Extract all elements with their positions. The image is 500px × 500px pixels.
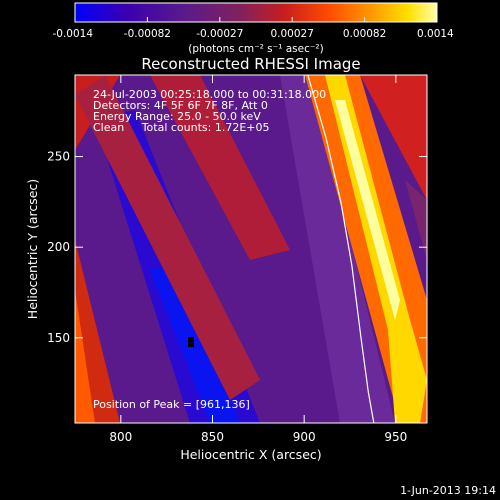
solar-limb-curve (307, 75, 375, 423)
colorbar-tick-label-2: -0.00027 (196, 28, 243, 40)
heatmap-band-blue-core (150, 260, 240, 423)
y-axis-label: Heliocentric Y (arcsec) (25, 179, 40, 319)
colorbar-tick-label-5: 0.0014 (417, 28, 454, 40)
x-axis-label: Heliocentric X (arcsec) (180, 447, 321, 462)
annotation-energy-range: Energy Range: 25.0 - 50.0 keV (93, 110, 261, 123)
annotation-clean-counts: Clean Total counts: 1.72E+05 (93, 121, 270, 134)
heatmap-image (75, 75, 427, 423)
y-tick-label-250: 250 (47, 150, 70, 164)
plot-frame (74, 74, 428, 424)
x-axis-ticks: 800 850 900 950 (109, 75, 407, 444)
colorbar-unit-label: (photons cm⁻² s⁻¹ asec⁻²) (188, 43, 323, 55)
plot-timestamp: 1-Jun-2013 19:14 (400, 484, 496, 497)
colorbar-ticks: -0.0014 -0.00082 -0.00027 0.00027 0.00082 0.0… (52, 17, 454, 40)
heatmap-region-right-purple (280, 75, 395, 423)
y-axis-ticks: 150 200 250 (47, 150, 427, 345)
annotation-detectors: Detectors: 4F 5F 6F 7F 8F, Att 0 (93, 99, 268, 112)
chart-title: Reconstructed RHESSI Image (141, 55, 360, 73)
heatmap-band-red-diag (75, 75, 260, 400)
annotation-time-range: 24-Jul-2003 00:25:18.000 to 00:31:18.000 (93, 88, 326, 101)
y-tick-label-200: 200 (47, 240, 70, 254)
peak-marker (188, 337, 194, 347)
colorbar-tick-label-3: 0.00027 (270, 28, 313, 40)
heatmap-band-red-upper (150, 75, 290, 260)
heatmap-region-top-right-red (360, 75, 427, 200)
colorbar-tick-label-0: -0.0014 (52, 28, 93, 40)
heatmap-region-right-edge-purple (405, 180, 427, 260)
heatmap-band-bright-core (335, 100, 400, 320)
y-tick-label-150: 150 (47, 331, 70, 345)
peak-position-label: Position of Peak = [961,136] (93, 398, 250, 411)
heatmap-region-lower-left-orange (75, 290, 95, 423)
x-tick-label-900: 900 (293, 430, 316, 444)
x-tick-label-950: 950 (384, 430, 407, 444)
x-tick-label-850: 850 (201, 430, 224, 444)
colorbar-tick-label-1: -0.00082 (124, 28, 171, 40)
colorbar (74, 2, 438, 23)
colorbar-tick-label-4: 0.00082 (343, 28, 386, 40)
x-tick-label-800: 800 (109, 430, 132, 444)
